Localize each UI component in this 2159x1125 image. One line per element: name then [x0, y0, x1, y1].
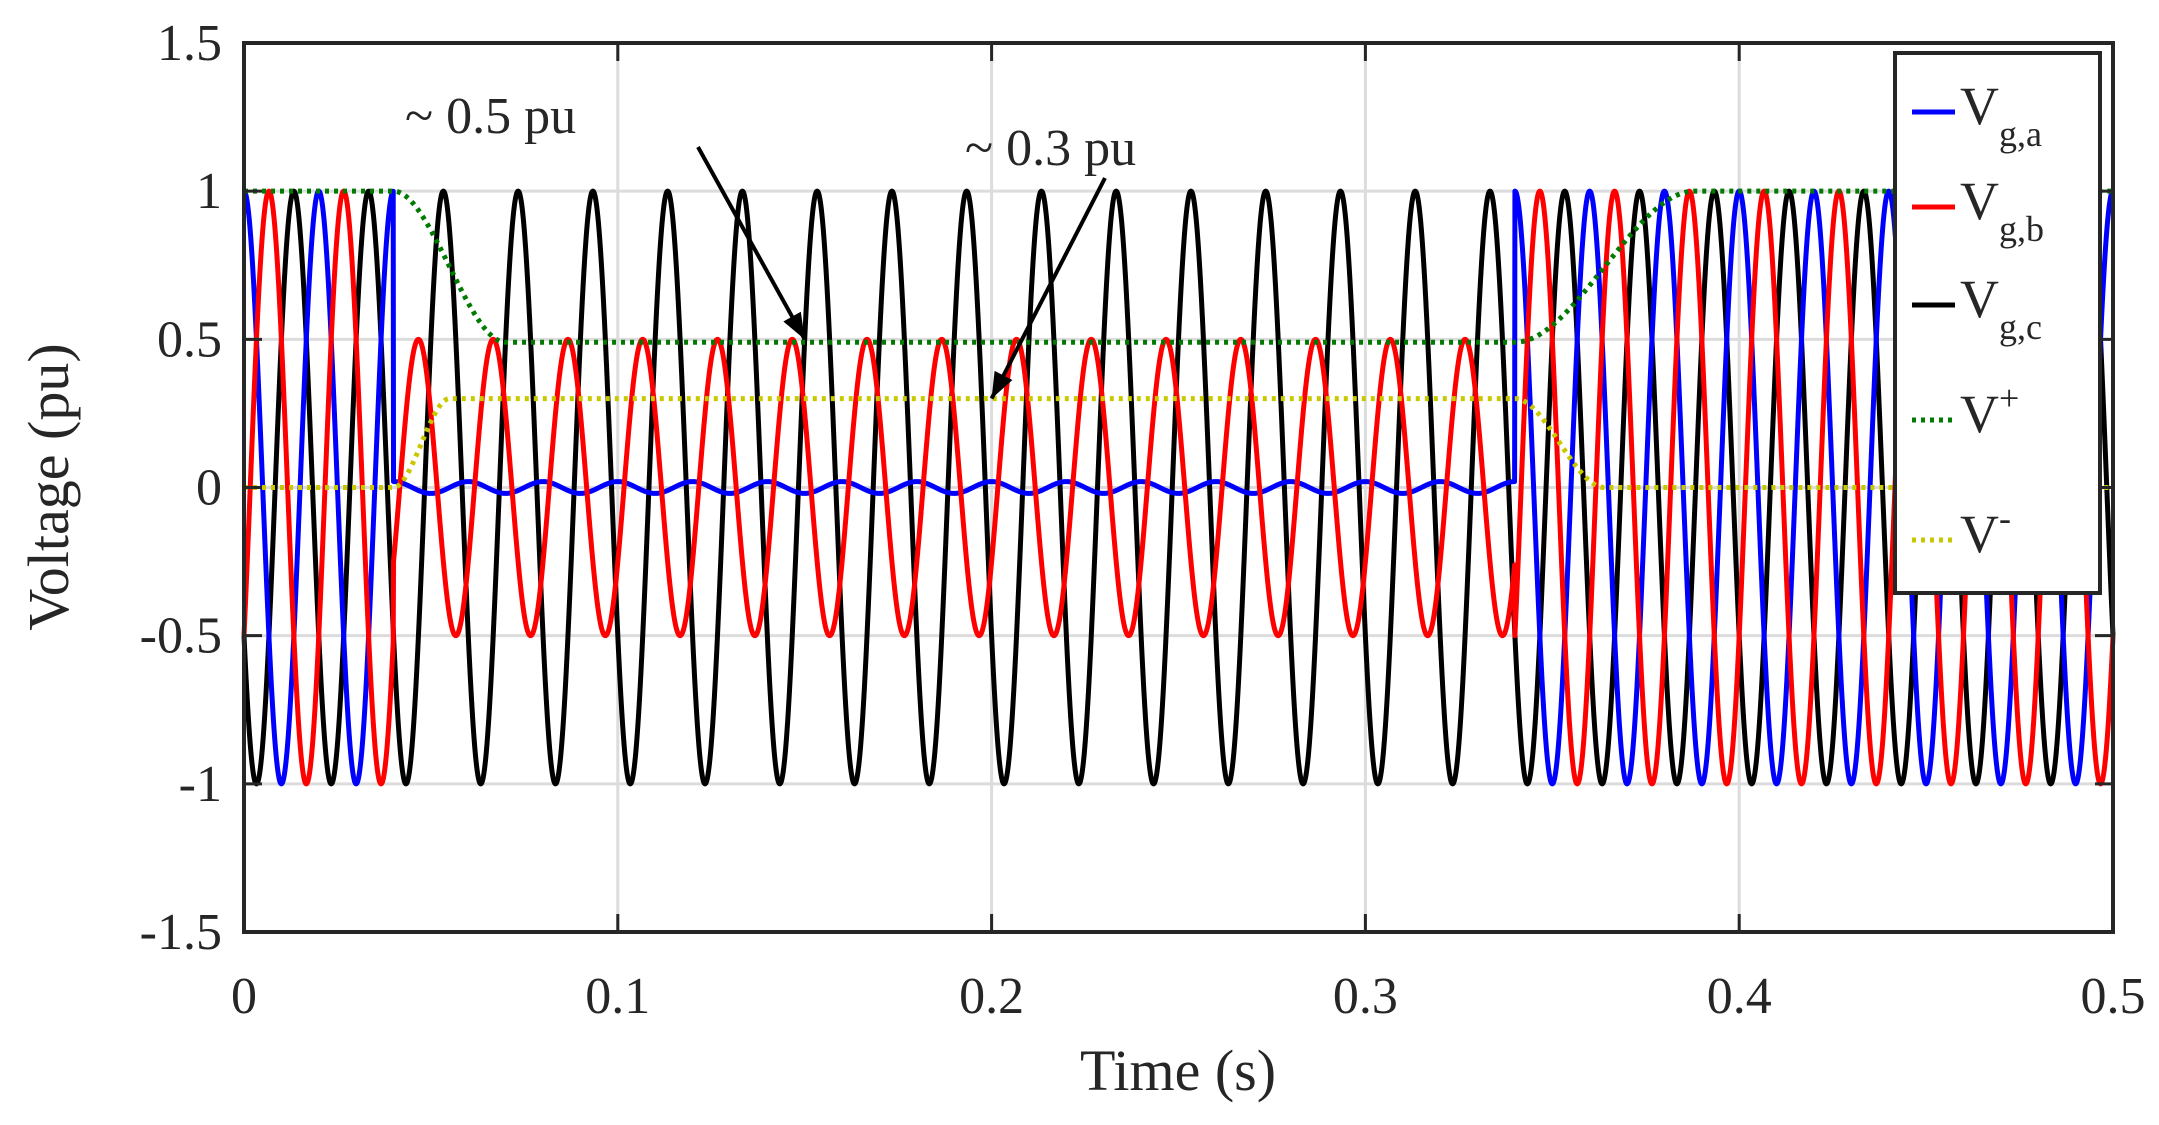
- series-line-V-: [241, 396, 2116, 490]
- y-tick-label: 0: [196, 460, 222, 517]
- x-axis-label: Time (s): [1080, 1038, 1276, 1103]
- y-axis-ticks: 1.5 1 0.5 0 -0.5 -1 -1.5: [140, 15, 2113, 961]
- x-tick-label: 0.2: [959, 968, 1024, 1025]
- arrowhead-0.5pu: [783, 311, 805, 340]
- x-axis-ticks: 0 0.1 0.2 0.3 0.4 0.5: [231, 43, 2146, 1025]
- legend-label-4: V-: [1960, 498, 2011, 564]
- x-tick-label: 0: [231, 968, 257, 1025]
- series-line-V-: [241, 188, 2116, 345]
- legend-label-3: V+: [1960, 378, 2019, 444]
- x-tick-label: 0.5: [2081, 968, 2146, 1025]
- legend-box: [1893, 51, 2102, 595]
- annotation-arrow-0.5pu: [696, 146, 807, 341]
- legend-label-0: Vg,a: [1960, 76, 2042, 154]
- y-tick-label: 1: [196, 163, 222, 220]
- annotations: ~ 0.5 pu ~ 0.3 pu: [405, 88, 1136, 400]
- legend-label-1: Vg,b: [1960, 171, 2044, 249]
- y-tick-label: 1.5: [157, 15, 222, 72]
- annotation-arrow-0.3pu: [989, 177, 1107, 400]
- arrowhead-0.3pu: [991, 370, 1013, 399]
- annotation-0.3pu: ~ 0.3 pu: [965, 120, 1136, 177]
- annotation-0.5pu: ~ 0.5 pu: [405, 88, 576, 145]
- legend: Vg,a Vg,b Vg,c V+ V-: [1893, 51, 2102, 595]
- series-line-V-g-b: [241, 188, 2116, 787]
- y-tick-label: -1.5: [140, 904, 222, 961]
- y-axis-label: Voltage (pu): [16, 343, 81, 630]
- x-tick-label: 0.3: [1333, 968, 1398, 1025]
- y-tick-label: -1: [179, 756, 222, 813]
- y-tick-label: 0.5: [157, 311, 222, 368]
- series-layer: [241, 188, 2116, 787]
- series-line-V-g-a: [241, 188, 2116, 787]
- x-tick-label: 0.4: [1707, 968, 1772, 1025]
- y-tick-label: -0.5: [140, 608, 222, 665]
- legend-label-2: Vg,c: [1960, 269, 2042, 347]
- x-tick-label: 0.1: [585, 968, 650, 1025]
